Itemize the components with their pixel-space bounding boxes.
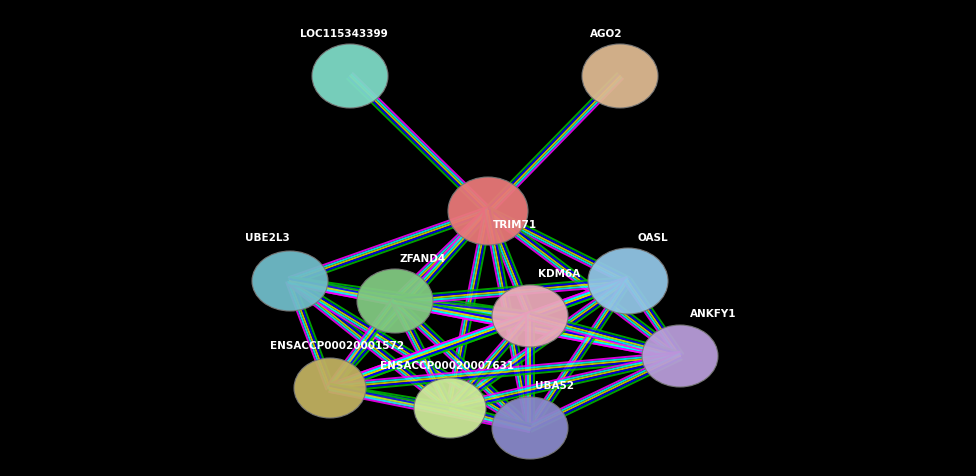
Text: UBA52: UBA52 — [535, 380, 574, 390]
Ellipse shape — [642, 325, 718, 387]
Ellipse shape — [312, 45, 388, 109]
Ellipse shape — [588, 248, 668, 314]
Ellipse shape — [357, 269, 433, 333]
Text: KDM6A: KDM6A — [538, 268, 581, 278]
Text: ENSACCP00020007631: ENSACCP00020007631 — [380, 360, 514, 370]
Ellipse shape — [492, 397, 568, 459]
Text: OASL: OASL — [638, 232, 669, 242]
Ellipse shape — [414, 378, 486, 438]
Ellipse shape — [582, 45, 658, 109]
Ellipse shape — [294, 358, 366, 418]
Ellipse shape — [448, 178, 528, 246]
Text: LOC115343399: LOC115343399 — [300, 29, 387, 39]
Text: TRIM71: TRIM71 — [493, 219, 537, 229]
Ellipse shape — [492, 286, 568, 347]
Text: ENSACCP00020001572: ENSACCP00020001572 — [270, 340, 404, 350]
Text: ANKFY1: ANKFY1 — [690, 308, 737, 318]
Ellipse shape — [252, 251, 328, 311]
Text: ZFAND4: ZFAND4 — [400, 253, 446, 263]
Text: UBE2L3: UBE2L3 — [245, 232, 290, 242]
Text: AGO2: AGO2 — [590, 29, 623, 39]
